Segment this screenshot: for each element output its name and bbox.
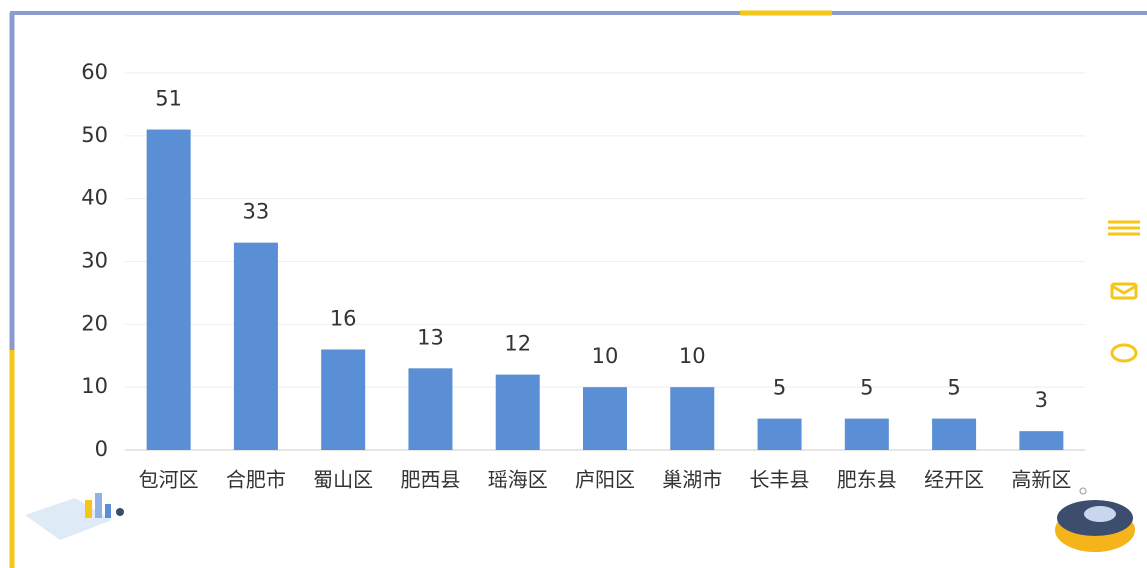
bar — [670, 387, 715, 450]
x-tick-label: 蜀山区 — [313, 468, 373, 492]
x-tick-label: 巢湖市 — [662, 468, 722, 492]
side-icons — [1108, 220, 1140, 363]
x-tick-label: 合肥市 — [226, 468, 286, 492]
x-tick-label: 庐阳区 — [575, 468, 635, 492]
bar — [146, 129, 191, 451]
decoration-left — [25, 493, 124, 540]
data-label: 12 — [504, 332, 531, 356]
data-label: 13 — [417, 325, 444, 349]
y-tick-label: 10 — [81, 374, 108, 398]
data-label: 16 — [330, 306, 357, 330]
y-tick-label: 0 — [95, 437, 108, 461]
bar — [583, 387, 627, 450]
y-tick-label: 30 — [81, 249, 108, 273]
bar — [408, 368, 453, 450]
x-tick-label: 高新区 — [1011, 468, 1071, 492]
bar — [233, 242, 278, 450]
decoration-right — [1055, 487, 1135, 552]
bar — [495, 374, 540, 450]
y-tick-label: 20 — [81, 311, 108, 335]
bar — [844, 418, 889, 450]
x-tick-label: 经开区 — [924, 468, 984, 492]
bar — [757, 418, 802, 450]
x-tick-label: 包河区 — [139, 468, 199, 492]
x-tick-label: 长丰县 — [750, 468, 810, 492]
bar — [932, 418, 977, 450]
data-label: 5 — [773, 376, 786, 400]
data-label: 10 — [592, 344, 619, 368]
bar — [1019, 431, 1064, 450]
data-label: 51 — [155, 87, 182, 111]
x-tick-label: 肥东县 — [837, 468, 897, 492]
data-label: 5 — [947, 376, 960, 400]
y-tick-label: 40 — [81, 186, 108, 210]
bar — [321, 349, 366, 450]
x-tick-label: 肥西县 — [400, 468, 460, 492]
data-label: 3 — [1035, 388, 1048, 412]
x-tick-label: 瑶海区 — [488, 468, 548, 492]
y-tick-label: 60 — [81, 60, 108, 84]
y-tick-label: 50 — [81, 123, 108, 147]
data-label: 10 — [679, 344, 706, 368]
data-label: 33 — [243, 200, 270, 224]
data-label: 5 — [860, 376, 873, 400]
